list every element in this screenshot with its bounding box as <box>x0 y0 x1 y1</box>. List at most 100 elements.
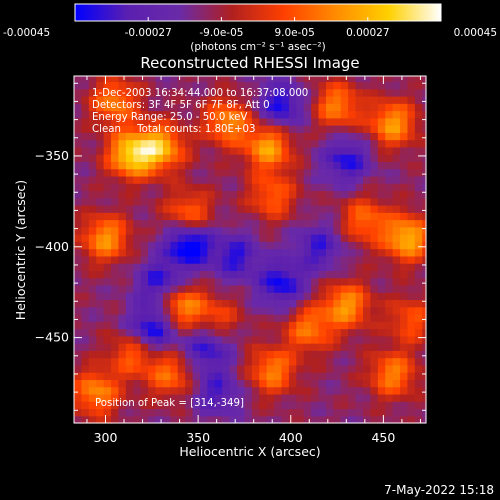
heatmap-cell <box>229 146 238 155</box>
heatmap-cell <box>222 81 231 90</box>
heatmap-cell <box>74 81 83 90</box>
heatmap-cell <box>266 154 275 162</box>
heatmap-cell <box>400 350 409 359</box>
heatmap-cell <box>148 335 157 344</box>
heatmap-cell <box>348 277 357 286</box>
heatmap-cell <box>385 183 394 192</box>
heatmap-cell <box>222 357 231 366</box>
heatmap-cell <box>96 183 105 192</box>
heatmap-cell <box>170 212 179 221</box>
heatmap-cell <box>311 76 320 83</box>
heatmap-cell <box>214 110 223 119</box>
heatmap-cell <box>400 335 409 344</box>
heatmap-cell <box>155 350 164 359</box>
heatmap-cell <box>177 88 186 97</box>
heatmap-cell <box>103 241 112 250</box>
heatmap-cell <box>96 190 105 199</box>
heatmap-cell <box>244 277 253 286</box>
heatmap-cell <box>103 255 112 264</box>
heatmap-cell <box>177 401 186 410</box>
heatmap-cell <box>274 146 283 155</box>
heatmap-cell <box>414 263 423 271</box>
heatmap-cell <box>214 393 223 402</box>
heatmap-cell <box>177 219 186 228</box>
heatmap-cell <box>377 234 386 242</box>
heatmap-cell <box>340 270 349 279</box>
heatmap-cell <box>370 226 379 235</box>
heatmap-cell <box>340 168 349 177</box>
heatmap-cell <box>96 146 105 155</box>
heatmap-cell <box>237 372 246 380</box>
heatmap-cell <box>355 168 364 177</box>
heatmap-cell <box>214 175 223 184</box>
heatmap-cell <box>333 234 342 242</box>
heatmap-cell <box>281 357 290 366</box>
heatmap-cell <box>414 270 423 279</box>
heatmap-cell <box>377 379 386 388</box>
heatmap-cell <box>222 219 231 228</box>
heatmap-cell <box>244 321 253 330</box>
heatmap-cell <box>229 263 238 271</box>
heatmap-cell <box>414 212 423 221</box>
heatmap-cell <box>148 110 157 119</box>
heatmap-cell <box>103 343 112 351</box>
heatmap-cell <box>185 255 194 264</box>
heatmap-cell <box>400 161 409 170</box>
heatmap-cell <box>170 110 179 119</box>
heatmap-cell <box>400 197 409 206</box>
heatmap-cell <box>140 284 149 293</box>
heatmap-cell <box>422 204 427 213</box>
heatmap-cell <box>237 110 246 119</box>
heatmap-cell <box>207 379 216 388</box>
heatmap-cell <box>88 190 97 199</box>
heatmap-cell <box>355 117 364 126</box>
heatmap-cell <box>311 139 320 148</box>
heatmap-cell <box>81 81 90 90</box>
heatmap-cell <box>422 76 427 83</box>
heatmap-cell <box>229 132 238 141</box>
heatmap-cell <box>333 103 342 112</box>
heatmap-cell <box>281 175 290 184</box>
heatmap-cell <box>422 212 427 221</box>
heatmap-cell <box>140 292 149 301</box>
heatmap-cell <box>266 321 275 330</box>
heatmap-cell <box>74 110 83 119</box>
heatmap-cell <box>318 364 327 373</box>
heatmap-cell <box>162 401 171 410</box>
heatmap-cell <box>185 139 194 148</box>
heatmap-cell <box>88 292 97 301</box>
heatmap-cell <box>199 321 208 330</box>
heatmap-cell <box>237 306 246 315</box>
heatmap-cell <box>296 81 305 90</box>
heatmap-cell <box>318 226 327 235</box>
heatmap-cell <box>303 343 312 351</box>
heatmap-cell <box>103 204 112 213</box>
heatmap-cell <box>81 335 90 344</box>
heatmap-cell <box>274 154 283 162</box>
heatmap-cell <box>363 117 372 126</box>
heatmap-cell <box>251 234 260 242</box>
heatmap-cell <box>400 321 409 330</box>
heatmap-cell <box>185 263 194 271</box>
heatmap-cell <box>288 357 297 366</box>
heatmap-cell <box>266 255 275 264</box>
heatmap-cell <box>74 197 83 206</box>
heatmap-cell <box>185 321 194 330</box>
heatmap-cell <box>377 284 386 293</box>
heatmap-cell <box>296 226 305 235</box>
heatmap-cell <box>266 132 275 141</box>
heatmap-cell <box>296 125 305 133</box>
heatmap-cell <box>311 306 320 315</box>
heatmap-cell <box>148 154 157 162</box>
heatmap-cell <box>251 335 260 344</box>
heatmap-cell <box>303 117 312 126</box>
heatmap-cell <box>311 95 320 104</box>
heatmap-cell <box>222 212 231 221</box>
heatmap-cell <box>281 183 290 192</box>
heatmap-cell <box>237 393 246 402</box>
heatmap-cell <box>363 132 372 141</box>
heatmap-cell <box>74 248 83 257</box>
heatmap-cell <box>363 277 372 286</box>
heatmap-cell <box>118 313 127 322</box>
heatmap-cell <box>118 328 127 337</box>
